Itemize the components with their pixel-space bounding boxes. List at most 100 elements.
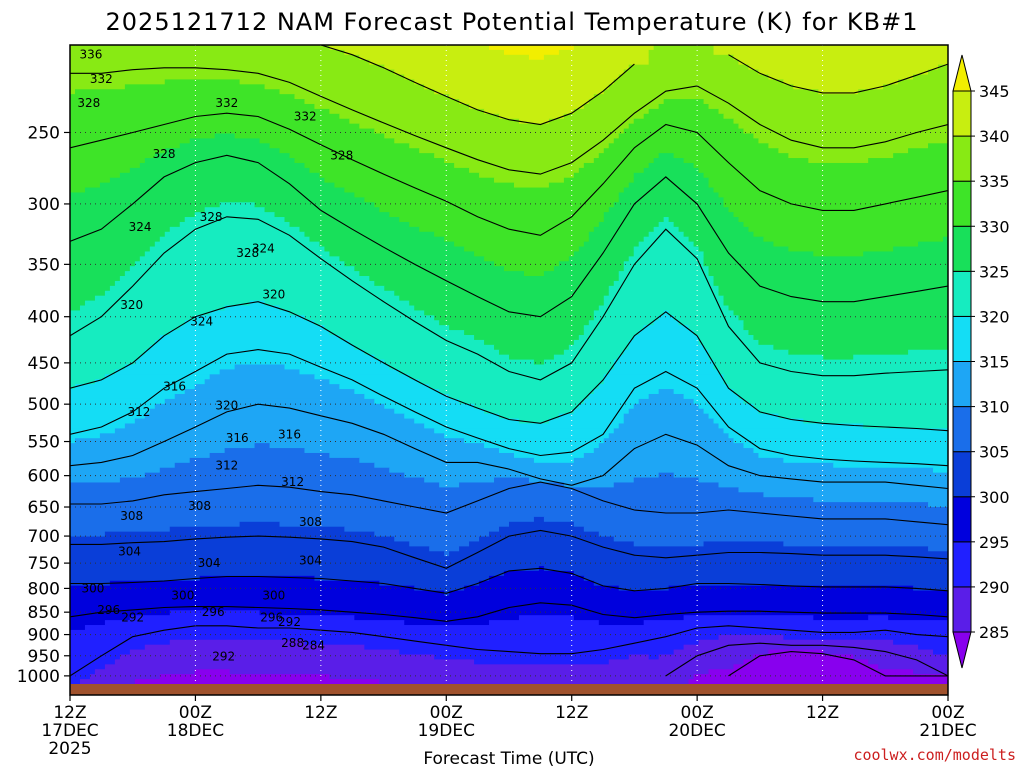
contour-label: 336	[79, 48, 102, 62]
colorbar-label: 305	[979, 443, 1010, 462]
contour-label: 284	[302, 638, 325, 652]
isentrope-292	[70, 625, 948, 677]
contour-label: 300	[171, 589, 194, 603]
contour-label: 296	[202, 605, 225, 619]
y-tick-label: 950	[28, 647, 60, 667]
ground-bar	[70, 684, 948, 695]
y-tick-label: 250	[28, 123, 60, 143]
contour-label: 320	[262, 288, 285, 302]
y-tick-label: 500	[28, 395, 60, 415]
isentrope-316	[70, 349, 948, 467]
y-tick-label: 600	[28, 467, 60, 487]
y-tick-label: 900	[28, 626, 60, 646]
isentrope-308	[70, 481, 948, 526]
x-tick-label: 12Z	[806, 703, 839, 723]
contour-label: 332	[294, 109, 317, 123]
y-tick-label: 650	[28, 498, 60, 518]
contour-label: 328	[77, 96, 100, 110]
contour-label: 316	[278, 427, 301, 441]
colorbar-label: 320	[979, 307, 1010, 326]
colorbar-box	[952, 180, 972, 227]
credit-text: coolwx.com/modelts	[853, 746, 1016, 764]
colorbar-box	[952, 496, 972, 543]
x-tick-label: 00Z	[931, 703, 964, 723]
colorbar: 285 290 295 300 305 310 315 320 325 330 335 340 345	[952, 54, 1010, 669]
chart-title: 2025121712 NAM Forecast Potential Temper…	[106, 8, 919, 36]
plot-frame	[69, 44, 949, 696]
colorbar-label: 315	[979, 353, 1010, 372]
contour-label: 332	[90, 72, 113, 86]
isentrope-320	[70, 301, 948, 432]
contour-label: 304	[118, 544, 141, 558]
colorbar-bottom-arrow	[952, 631, 972, 669]
contour-label: 308	[299, 515, 322, 529]
contour-label: 324	[252, 241, 275, 255]
colorbar-label: 340	[979, 127, 1010, 146]
colorbar-box	[952, 270, 972, 317]
x-axis-label: Forecast Time (UTC)	[423, 749, 594, 768]
contour-label: 324	[129, 220, 152, 234]
contour-label: 308	[188, 499, 211, 513]
colorbar-box	[952, 361, 972, 408]
colorbar-top-arrow	[952, 54, 972, 92]
colorbar-label: 290	[979, 578, 1010, 597]
contour-label: 332	[215, 96, 238, 110]
isentrope-324	[70, 216, 948, 381]
contour-label: 328	[330, 148, 353, 162]
x-tick-label: 12Z	[53, 703, 86, 723]
x-tick-label: 20DEC	[668, 721, 725, 741]
x-tick-label: 2025	[48, 739, 91, 759]
x-tick-label: 12Z	[304, 703, 337, 723]
y-tick-label: 300	[28, 195, 60, 215]
colorbar-box	[952, 315, 972, 362]
colorbar-box	[952, 135, 972, 182]
contour-label: 304	[198, 556, 221, 570]
x-tick-label: 00Z	[430, 703, 463, 723]
colorbar-box	[952, 451, 972, 498]
contour-label: 328	[153, 147, 176, 161]
contour-label: 320	[120, 298, 143, 312]
contour-label: 320	[215, 399, 238, 413]
contour-label: 304	[299, 553, 322, 567]
colorbar-box	[952, 586, 972, 633]
contour-layer	[70, 45, 948, 677]
contour-label: 300	[82, 581, 105, 595]
colorbar-label: 335	[979, 172, 1010, 191]
contour-label: 292	[212, 650, 235, 664]
x-tick-label: 21DEC	[919, 721, 976, 741]
contour-label: 312	[281, 475, 304, 489]
isentrope-328	[70, 154, 948, 318]
y-tick-label: 400	[28, 308, 60, 328]
contour-label: 288	[281, 636, 304, 650]
colorbar-label: 325	[979, 262, 1010, 281]
contour-label: 300	[262, 589, 285, 603]
colorbar-box	[952, 90, 972, 137]
isentrope-288	[665, 642, 948, 677]
y-tick-label: 350	[28, 255, 60, 275]
theta-fill-layer	[70, 45, 948, 684]
isentrope-312	[70, 403, 948, 490]
contour-label: 324	[190, 315, 213, 329]
colorbar-box	[952, 541, 972, 588]
isentrope-304	[70, 529, 948, 569]
x-tick-label: 19DEC	[418, 721, 475, 741]
contour-label: 328	[200, 210, 223, 224]
x-tick-label: 18DEC	[167, 721, 224, 741]
isentrope-284	[728, 651, 948, 677]
isentrope-296	[70, 602, 948, 622]
isentrope-340	[320, 45, 948, 126]
y-tick-label: 450	[28, 354, 60, 374]
contour-label: 316	[163, 380, 186, 394]
y-tick-label: 700	[28, 527, 60, 547]
colorbar-label: 330	[979, 217, 1010, 236]
y-tick-label: 850	[28, 603, 60, 623]
y-axis: 250 300 350 400 450 500 550 600 650 700 750 800 850 9…	[17, 123, 70, 687]
colorbar-label: 285	[979, 623, 1010, 642]
x-tick-label: 00Z	[179, 703, 212, 723]
y-tick-label: 750	[28, 554, 60, 574]
contour-label: 296	[97, 603, 120, 617]
contour-label-layer: 336 332 328 328 324 320 312 316 324 328 332 320 316 3…	[77, 48, 353, 664]
y-tick-label: 550	[28, 433, 60, 453]
